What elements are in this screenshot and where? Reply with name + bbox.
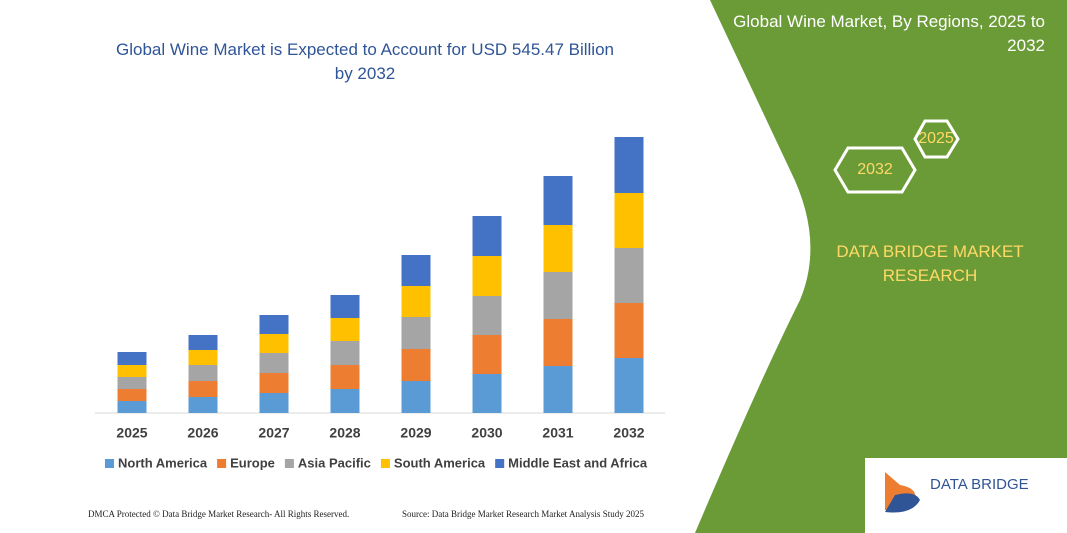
footer-left: DMCA Protected © Data Bridge Market Rese… bbox=[88, 509, 349, 519]
bar-segment bbox=[188, 335, 218, 350]
legend-label: Europe bbox=[230, 455, 275, 470]
bar-segment bbox=[259, 334, 289, 353]
bar-segment bbox=[401, 381, 431, 413]
bar-segment bbox=[330, 295, 360, 318]
bar-segment bbox=[401, 349, 431, 381]
bar-segment bbox=[543, 176, 573, 225]
bar-segment bbox=[543, 272, 573, 319]
bar-segment bbox=[401, 286, 431, 317]
x-tick-label: 2027 bbox=[258, 425, 289, 441]
legend-swatch bbox=[217, 459, 227, 468]
chart-title: Global Wine Market is Expected to Accoun… bbox=[116, 40, 614, 83]
brand: DATA BRIDGE MARKET RESEARCH bbox=[836, 242, 1024, 285]
bar-segment bbox=[614, 248, 644, 303]
panel-title: Global Wine Market, By Regions, 2025 to … bbox=[733, 12, 1045, 55]
hex-label: 2032 bbox=[857, 161, 893, 178]
bar-segment bbox=[472, 256, 502, 296]
bar-segment bbox=[472, 216, 502, 256]
legend-label: North America bbox=[118, 455, 208, 470]
bar-segment bbox=[259, 315, 289, 334]
bar-segment bbox=[614, 137, 644, 193]
green-panel bbox=[695, 0, 1067, 533]
legend-swatch bbox=[105, 459, 114, 468]
bar-segment bbox=[259, 353, 289, 373]
bar-segment bbox=[188, 350, 218, 365]
bar-segment bbox=[330, 365, 360, 389]
x-tick-label: 2030 bbox=[471, 425, 502, 441]
bar-segment bbox=[614, 358, 644, 413]
legend-swatch bbox=[284, 459, 294, 468]
bar-segment bbox=[401, 255, 431, 286]
logo-text: DATA BRIDGE bbox=[930, 476, 1029, 493]
legend-label: Asia Pacific bbox=[298, 455, 371, 470]
x-tick-label: 2025 bbox=[116, 425, 147, 441]
bar-segment bbox=[188, 365, 218, 381]
bar-segment bbox=[330, 389, 360, 413]
bar-segment bbox=[614, 303, 644, 358]
bar-segment bbox=[472, 374, 502, 413]
bar-segment bbox=[543, 319, 573, 366]
bar-segment bbox=[472, 296, 502, 335]
bar-segment bbox=[188, 381, 218, 397]
hexagon bbox=[913, 119, 960, 159]
bar-segment bbox=[117, 401, 147, 413]
bar-segment bbox=[614, 193, 644, 248]
footer-right: Source: Data Bridge Market Research Mark… bbox=[402, 509, 644, 519]
legend-label: Middle East and Africa bbox=[508, 455, 648, 470]
legend-swatch bbox=[380, 459, 390, 468]
x-tick-label: 2029 bbox=[400, 425, 431, 441]
bar-segment bbox=[259, 393, 289, 413]
bar-segment bbox=[117, 365, 147, 377]
hex-label: 2025 bbox=[918, 130, 954, 147]
x-tick-label: 2032 bbox=[613, 425, 644, 441]
legend-label: South America bbox=[394, 455, 486, 470]
hexagon bbox=[833, 146, 917, 194]
bar-segment bbox=[472, 335, 502, 374]
bar-segment bbox=[259, 373, 289, 393]
bar-segment bbox=[188, 397, 218, 413]
bar-segment bbox=[543, 225, 573, 272]
bar-segment bbox=[117, 352, 147, 365]
bar-segment bbox=[401, 317, 431, 349]
x-tick-label: 2028 bbox=[329, 425, 360, 441]
bar-segment bbox=[330, 318, 360, 341]
x-tick-label: 2031 bbox=[542, 425, 573, 441]
x-tick-label: 2026 bbox=[187, 425, 218, 441]
bar-segment bbox=[543, 366, 573, 413]
bar-segment bbox=[117, 377, 147, 389]
bar-segment bbox=[330, 341, 360, 365]
legend-swatch bbox=[495, 459, 505, 468]
logo-mark bbox=[885, 493, 920, 513]
bar-segment bbox=[117, 389, 147, 401]
